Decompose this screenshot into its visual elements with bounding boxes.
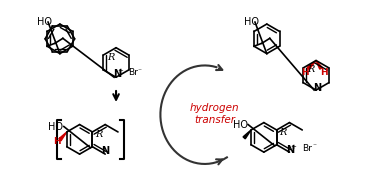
Text: hydrogen: hydrogen [190,103,239,113]
Text: Br: Br [302,144,312,153]
Text: R: R [107,53,115,62]
Text: R: R [280,129,287,137]
Text: Br: Br [128,68,138,77]
Text: +: + [291,144,296,150]
Text: R: R [95,130,103,139]
Text: H: H [301,68,309,77]
Polygon shape [307,60,316,69]
Text: R: R [307,65,314,74]
Text: N: N [101,146,109,156]
Text: ⁻: ⁻ [312,142,316,151]
Text: N: N [113,69,121,79]
Text: +: + [117,68,123,74]
Polygon shape [243,130,251,139]
Text: H: H [320,68,328,77]
Text: HO: HO [244,17,258,27]
Text: N: N [286,145,295,155]
Text: HO: HO [233,120,248,129]
Text: ⁻: ⁻ [138,66,142,75]
Text: transfer: transfer [194,115,235,125]
Polygon shape [59,132,67,141]
Text: HO: HO [37,17,51,27]
Text: H: H [53,137,61,146]
Text: N: N [313,83,321,93]
Text: HO: HO [48,122,63,132]
Polygon shape [316,60,322,69]
